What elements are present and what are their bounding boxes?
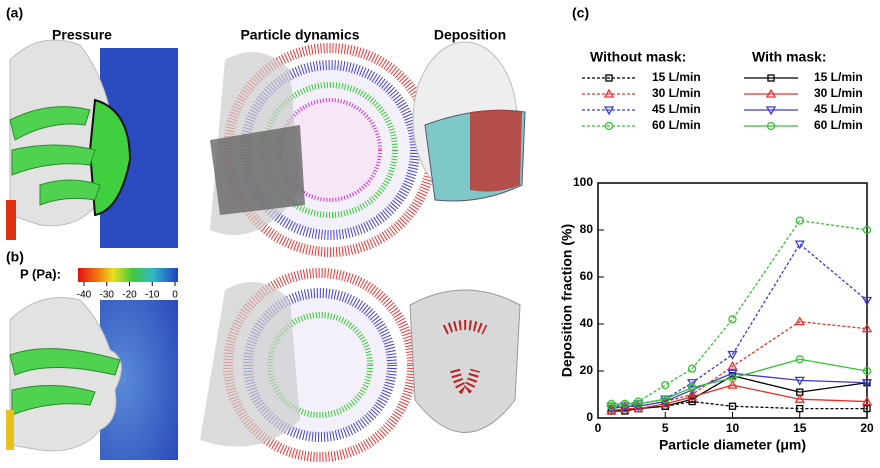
series-line (611, 373, 867, 408)
y-tick-label: 40 (580, 316, 594, 330)
column-title: Pressure (52, 27, 112, 43)
trachea (6, 200, 16, 240)
legend-label: 60 L/min (814, 118, 863, 132)
legend-group-title: Without mask: (590, 49, 686, 65)
colorbar-tick-label: -40 (77, 290, 92, 301)
colorbar-label: P (Pa): (20, 266, 61, 281)
x-tick-label: 5 (662, 421, 669, 435)
colorbar-tick-label: -20 (122, 290, 137, 301)
colorbar-tick-label: -10 (145, 290, 160, 301)
trachea (6, 410, 14, 450)
legend-label: 30 L/min (814, 86, 863, 100)
legend-label: 15 L/min (814, 70, 863, 84)
panel-label: (a) (6, 5, 23, 21)
y-tick-label: 20 (580, 363, 594, 377)
face-model (410, 290, 520, 433)
series-line (611, 359, 867, 406)
y-tick-label: 60 (580, 269, 594, 283)
colorbar-tick-label: -30 (100, 290, 115, 301)
colorbar (78, 268, 178, 282)
panel-label: (c) (572, 5, 589, 21)
x-tick-label: 10 (726, 421, 740, 435)
x-tick-label: 20 (860, 421, 874, 435)
y-tick-label: 100 (573, 175, 593, 189)
legend-label: 15 L/min (652, 70, 701, 84)
figure: (a) (b) (c) Pressure Particle dynamics Deposi… (0, 0, 880, 468)
x-axis-label: Particle diameter (μm) (659, 437, 806, 453)
y-tick-label: 0 (586, 410, 593, 424)
data-point (729, 352, 737, 359)
legend-label: 45 L/min (814, 102, 863, 116)
y-tick-label: 80 (580, 222, 594, 236)
legend-label: 30 L/min (652, 86, 701, 100)
series-line (611, 385, 867, 411)
x-tick-label: 0 (595, 421, 602, 435)
mask-model (210, 125, 305, 215)
deposition-spots (470, 110, 522, 192)
head-model (200, 282, 300, 447)
series-line (611, 322, 867, 409)
panel-images (6, 40, 525, 460)
x-tick-label: 15 (793, 421, 807, 435)
y-axis-label: Deposition fraction (%) (559, 224, 575, 377)
legend-label: 60 L/min (652, 118, 701, 132)
legend-label: 45 L/min (652, 102, 701, 116)
data-point (796, 241, 804, 248)
colorbar-tick-label: 0 (172, 290, 178, 301)
plot-frame (598, 183, 867, 418)
panel-label: (b) (6, 249, 24, 265)
column-title: Deposition (434, 27, 506, 43)
data-point (729, 316, 736, 323)
legend-group-title: With mask: (752, 49, 827, 65)
column-title: Particle dynamics (240, 27, 359, 43)
data-point (662, 382, 669, 389)
